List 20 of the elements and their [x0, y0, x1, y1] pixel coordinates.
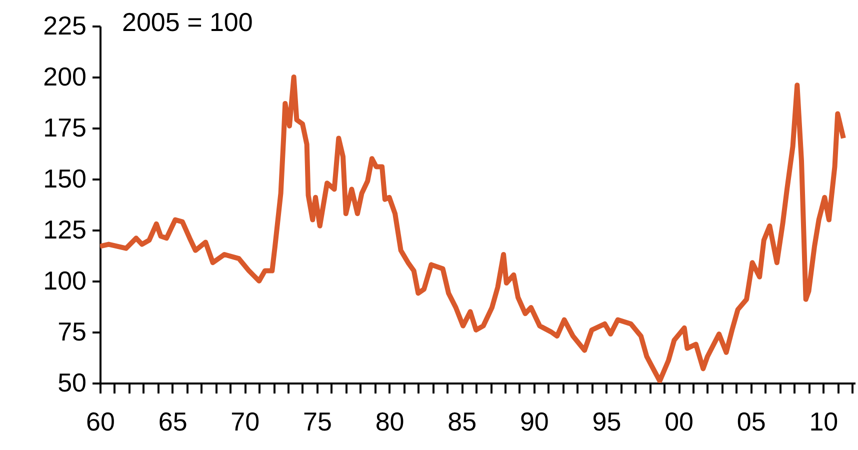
x-tick-label: 80 [375, 406, 404, 436]
x-tick-label: 65 [158, 406, 188, 436]
y-tick-label: 100 [43, 266, 86, 296]
y-tick-label: 175 [43, 112, 86, 142]
y-tick-label: 225 [43, 10, 86, 40]
x-tick-label: 95 [592, 406, 622, 436]
x-tick-label: 85 [448, 406, 477, 436]
y-tick-label: 50 [58, 368, 86, 398]
x-tick-label: 00 [664, 406, 694, 436]
y-tick-label: 150 [43, 164, 86, 194]
x-tick-label: 70 [230, 406, 260, 436]
x-tick-label: 75 [302, 406, 332, 436]
x-tick-label: 05 [736, 406, 766, 436]
x-tick-label: 90 [520, 406, 549, 436]
annotation: 2005 = 100 [122, 7, 253, 37]
y-tick-label: 75 [58, 316, 86, 346]
x-tick-label: 60 [86, 406, 115, 436]
x-tick-label: 10 [809, 406, 838, 436]
y-tick-label: 200 [43, 62, 86, 92]
y-tick-label: 125 [43, 214, 86, 244]
